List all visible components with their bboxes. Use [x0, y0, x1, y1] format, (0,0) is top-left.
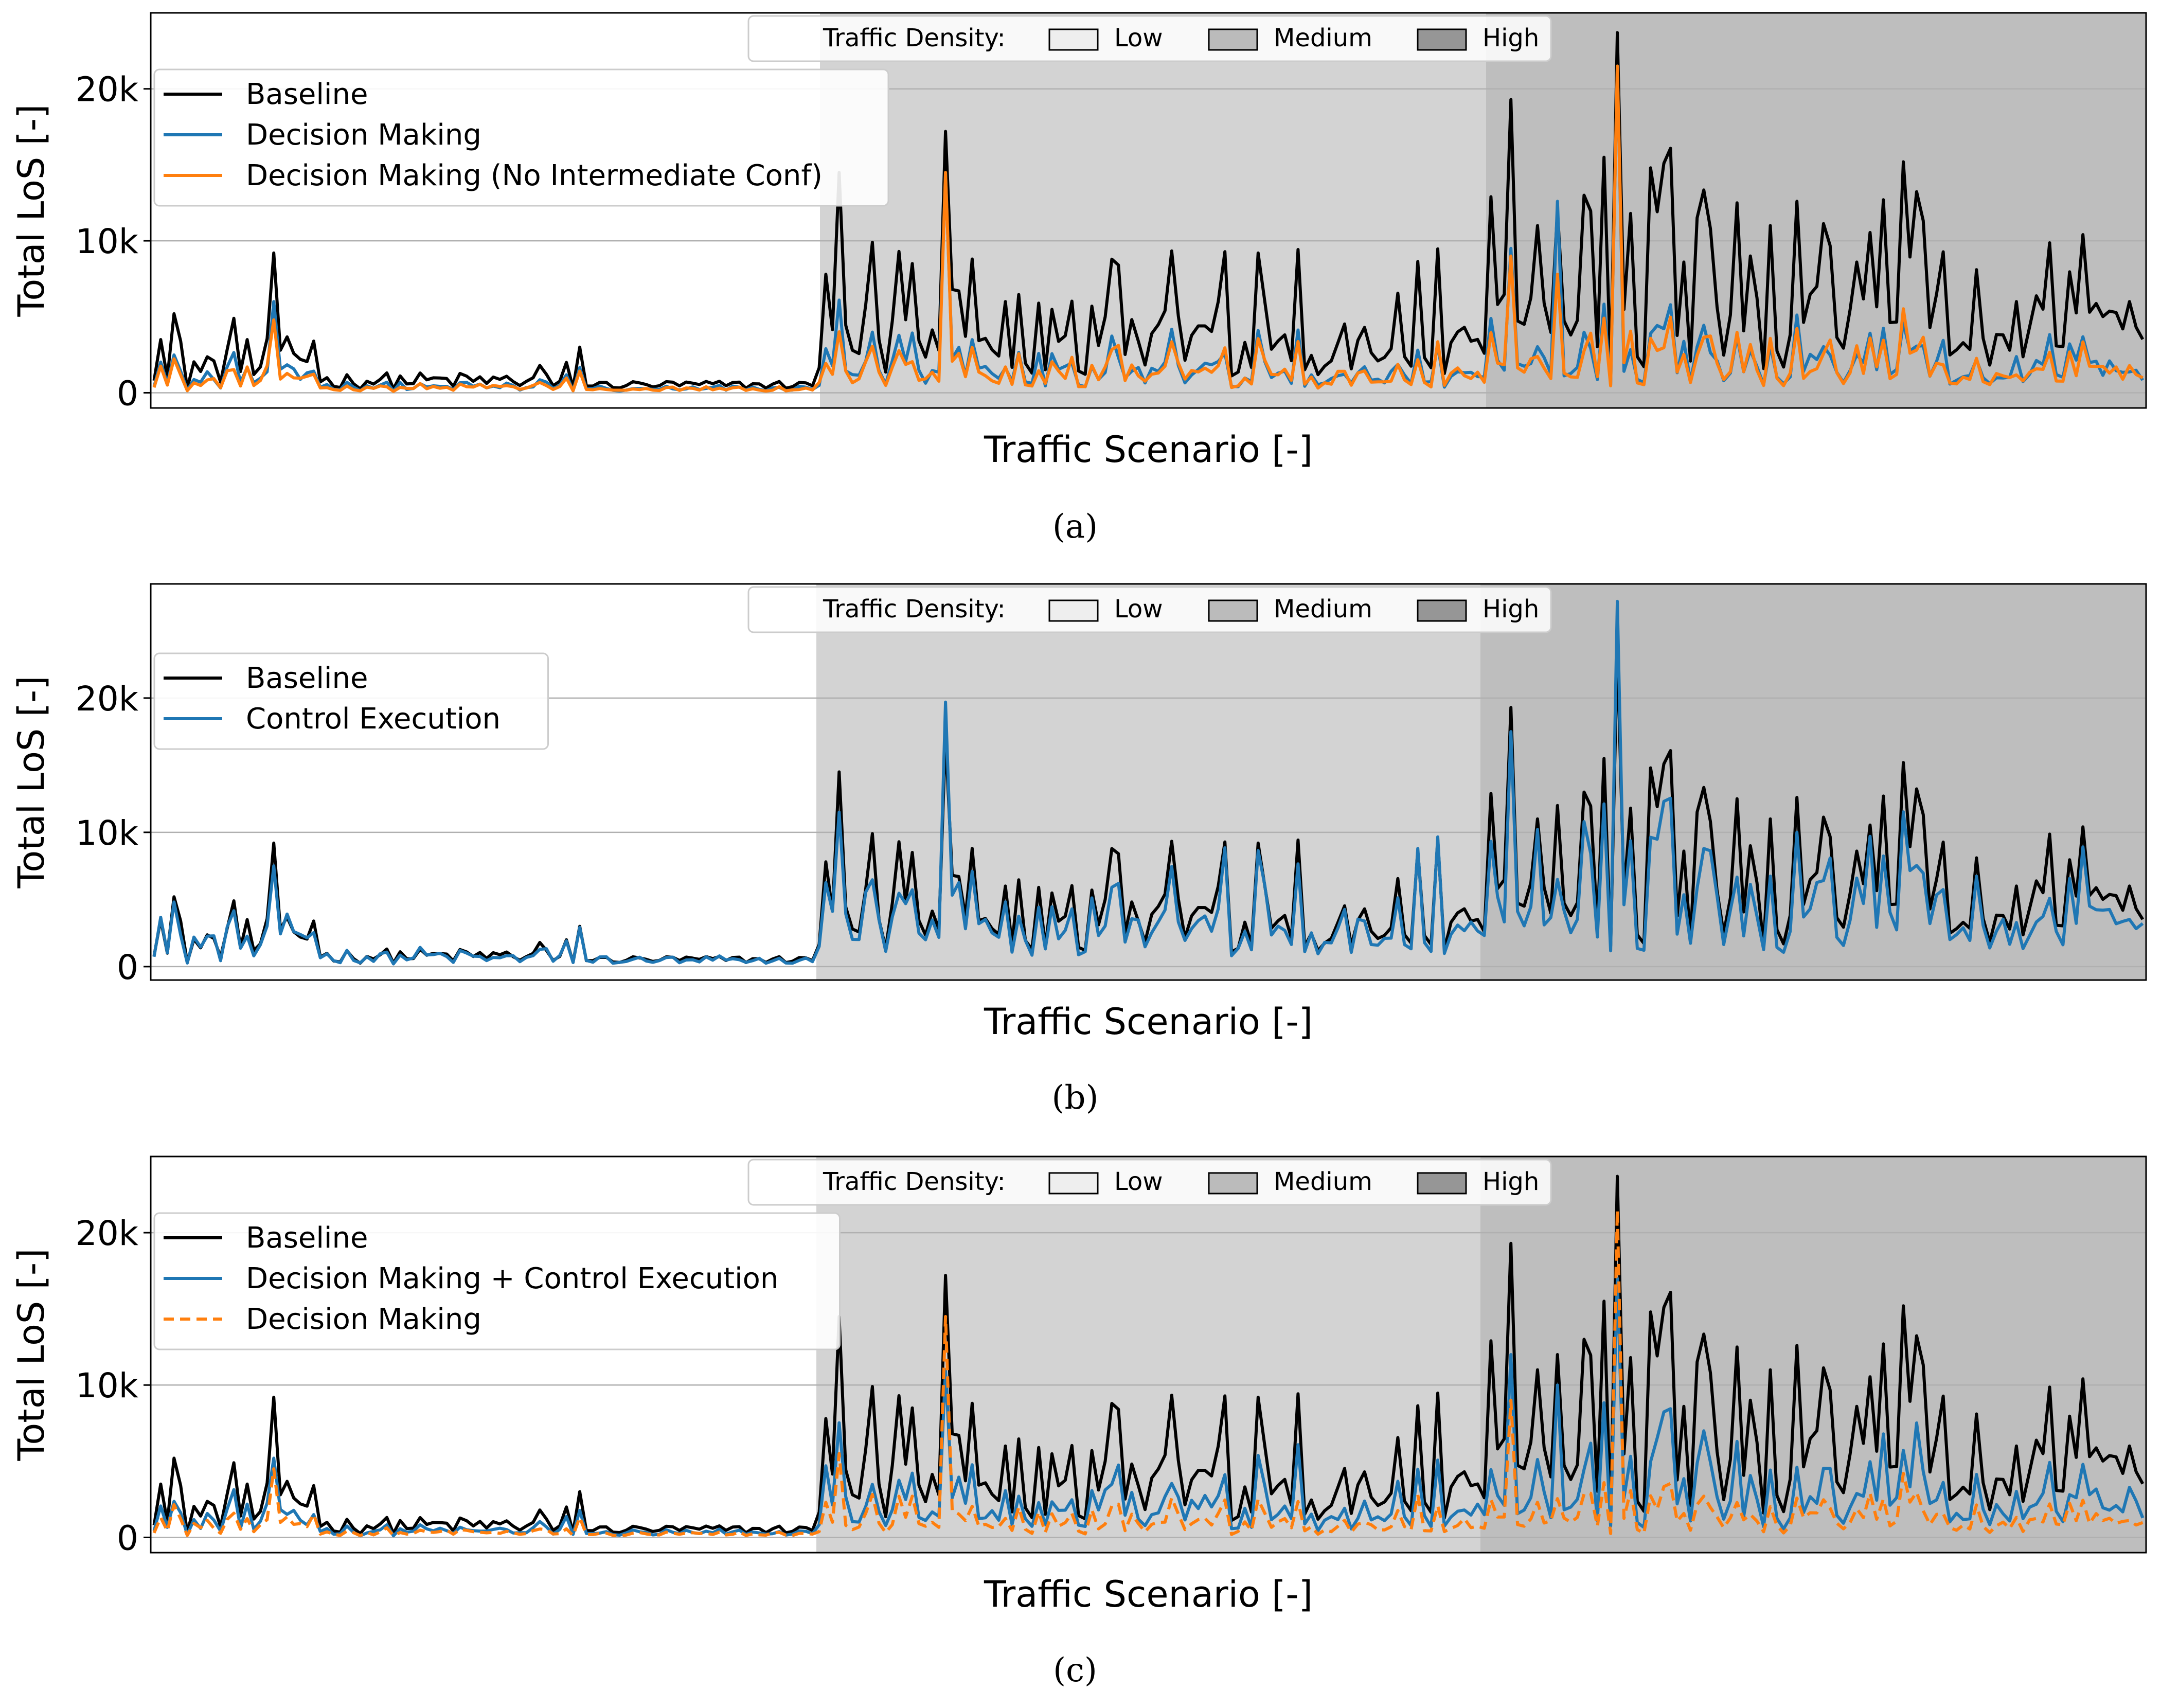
density-legend-box	[747, 1159, 1552, 1206]
region-low	[151, 584, 816, 980]
panel-c: 0 10k 20k Traffic Scenario [-] Total LoS [-]…	[10, 1155, 2147, 1689]
y-axis-label: Total LoS [-]	[10, 676, 52, 889]
series-line-baseline	[152, 31, 2145, 390]
density-legend: Traffic Density: Low Medium High	[747, 586, 1552, 633]
legend-label: Baseline	[246, 78, 368, 111]
y-tick-label: 10k	[76, 222, 139, 261]
y-tick-label: 20k	[76, 1214, 139, 1253]
legend-label: Baseline	[246, 662, 368, 695]
y-tick-label: 0	[117, 373, 138, 413]
y-tick-label: 10k	[76, 813, 139, 853]
density-swatch-high	[1417, 599, 1467, 622]
panel-caption: (a)	[1052, 508, 1098, 546]
density-label-high: High	[1483, 1167, 1539, 1196]
density-swatch-low	[1048, 599, 1099, 622]
region-high	[1480, 584, 2146, 980]
density-label-medium: Medium	[1274, 595, 1372, 624]
legend-label: Decision Making (No Intermediate Conf)	[246, 159, 823, 192]
series-line-decision-making	[152, 1208, 2144, 1538]
density-swatch-medium	[1208, 28, 1258, 51]
legend-label: Control Execution	[246, 702, 501, 736]
density-label-high: High	[1483, 24, 1539, 52]
density-legend: Traffic Density: Low Medium High	[747, 15, 1552, 62]
region-medium	[820, 13, 1486, 408]
series-legend: Baseline Decision Making + Control Execut…	[153, 1212, 841, 1350]
density-swatch-low	[1048, 1172, 1099, 1195]
series-legend: Baseline Control Execution	[153, 652, 549, 750]
density-legend-title: Traffic Density:	[823, 1167, 1006, 1196]
series-legend-box	[153, 1212, 841, 1350]
density-swatch-medium	[1208, 1172, 1258, 1195]
density-label-low: Low	[1114, 1167, 1163, 1196]
legend-label: Decision Making	[246, 118, 481, 152]
y-axis-label: Total LoS [-]	[10, 104, 52, 317]
density-label-low: Low	[1114, 595, 1163, 624]
density-legend-box	[747, 15, 1552, 62]
series-line-baseline	[152, 647, 2145, 965]
axes-frame	[150, 12, 2147, 409]
series-legend-box	[153, 652, 549, 750]
series-line-baseline	[152, 1175, 2145, 1535]
density-label-high: High	[1483, 595, 1539, 624]
density-legend-title: Traffic Density:	[823, 24, 1006, 52]
axes-frame	[150, 1155, 2147, 1554]
legend-label: Decision Making + Control Execution	[246, 1262, 778, 1295]
series-line-control-execution	[152, 599, 2144, 966]
legend-label: Baseline	[246, 1221, 368, 1255]
density-legend: Traffic Density: Low Medium High	[747, 1159, 1552, 1206]
panel-b: 0 10k 20k Traffic Scenario [-] Total LoS [-]…	[10, 583, 2147, 1117]
density-legend-title: Traffic Density:	[823, 595, 1006, 624]
panel-caption: (b)	[1052, 1079, 1099, 1117]
series-legend: Baseline Decision Making Decision Making (…	[153, 68, 889, 207]
series-line-decision-making-control-execution	[152, 1276, 2145, 1538]
x-axis-label: Traffic Scenario [-]	[984, 1001, 1313, 1043]
panel-caption: (c)	[1053, 1651, 1097, 1689]
series-line-decision-making-no-intermediate-conf	[152, 64, 2144, 393]
density-label-medium: Medium	[1274, 24, 1372, 52]
y-tick-label: 0	[117, 1518, 138, 1558]
x-axis-label: Traffic Scenario [-]	[984, 429, 1313, 471]
axes-frame	[150, 583, 2147, 981]
y-axis-label: Total LoS [-]	[10, 1249, 52, 1462]
density-swatch-low	[1048, 28, 1099, 51]
y-tick-label: 0	[117, 948, 138, 987]
legend-label: Decision Making	[246, 1303, 481, 1336]
region-medium	[816, 584, 1480, 980]
density-swatch-high	[1417, 28, 1467, 51]
series-legend-box	[153, 68, 889, 207]
density-swatch-medium	[1208, 599, 1258, 622]
y-tick-label: 20k	[76, 679, 139, 719]
density-legend-box	[747, 586, 1552, 633]
density-label-medium: Medium	[1274, 1167, 1372, 1196]
y-tick-label: 20k	[76, 70, 139, 110]
y-tick-label: 10k	[76, 1366, 139, 1405]
density-label-low: Low	[1114, 24, 1163, 52]
density-swatch-high	[1417, 1172, 1467, 1195]
x-axis-label: Traffic Scenario [-]	[984, 1573, 1313, 1615]
panel-a: 0 10k 20k Traffic Scenario [-] Total LoS [-]…	[10, 12, 2147, 546]
